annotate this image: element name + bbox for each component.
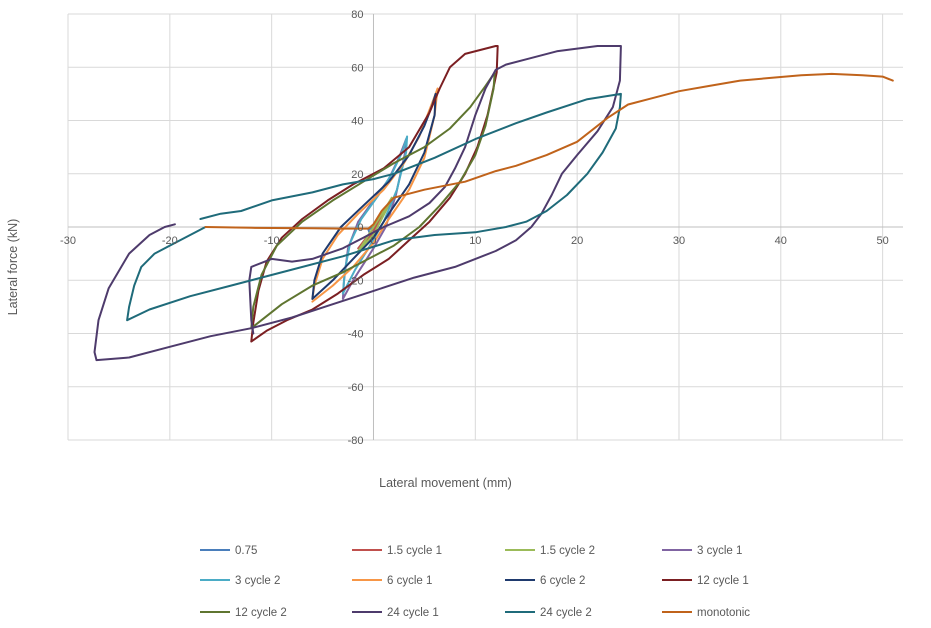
legend-label: 6 cycle 2 (540, 575, 585, 587)
legend-label: 12 cycle 2 (235, 607, 287, 619)
x-tick-label: -20 (162, 235, 178, 247)
tick-labels: -30 -20 -10 0 10 20 30 40 50 -80 -60 -40 -20 0 20 40 60 8… (60, 9, 889, 447)
legend-label: 12 cycle 1 (697, 575, 749, 587)
y-tick-label: 80 (351, 9, 363, 21)
legend-label: 24 cycle 2 (540, 607, 592, 619)
y-axis-title: Lateral force (kN) (6, 219, 20, 316)
x-tick-label: -30 (60, 235, 76, 247)
x-axis-title: Lateral movement (mm) (379, 476, 512, 490)
y-tick-label: -40 (348, 329, 364, 341)
legend-label: 3 cycle 1 (697, 545, 742, 557)
y-tick-label: 40 (351, 116, 363, 128)
x-tick-label: 20 (571, 235, 583, 247)
y-tick-label: 60 (351, 62, 363, 74)
series-line-6-cycle-1 (311, 87, 439, 303)
y-tick-label: -80 (348, 435, 364, 447)
x-tick-label: -10 (264, 235, 280, 247)
series-line-24-cycle-2 (126, 92, 622, 322)
y-tick-label: 0 (357, 222, 363, 234)
x-tick-label: 30 (673, 235, 685, 247)
x-tick-label: 40 (775, 235, 787, 247)
legend-label: 3 cycle 2 (235, 575, 280, 587)
series-line-6-cycle-2 (311, 92, 437, 300)
series-line-24-cycle-1 (93, 45, 622, 362)
y-tick-label: 20 (351, 169, 363, 181)
series-line-3-cycle-2 (341, 135, 409, 295)
y-tick-label: -20 (348, 275, 364, 287)
x-tick-label: 50 (877, 235, 889, 247)
legend-label: monotonic (697, 607, 750, 619)
x-tick-label: 10 (469, 235, 481, 247)
legend-label: 0.75 (235, 545, 257, 557)
x-tick-label: 0 (370, 235, 376, 247)
legend: 0.75 1.5 cycle 1 1.5 cycle 2 3 cycle 1 3 cyc… (200, 545, 750, 619)
series-line-12-cycle-1 (250, 45, 499, 343)
series-lines (93, 45, 894, 362)
legend-label: 1.5 cycle 2 (540, 545, 595, 557)
legend-label: 6 cycle 1 (387, 575, 432, 587)
series-line-monotonic (204, 72, 894, 230)
y-tick-label: -60 (348, 382, 364, 394)
legend-label: 24 cycle 1 (387, 607, 439, 619)
legend-label: 1.5 cycle 1 (387, 545, 442, 557)
